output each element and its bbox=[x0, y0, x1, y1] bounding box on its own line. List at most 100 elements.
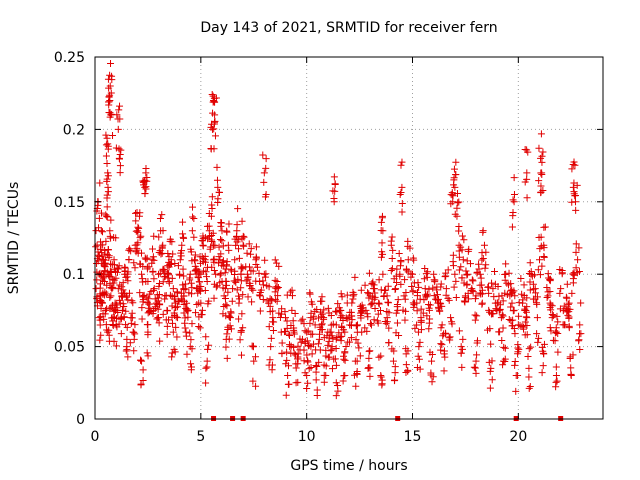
data-point bbox=[535, 233, 543, 241]
data-point bbox=[537, 189, 545, 197]
data-point bbox=[165, 279, 173, 287]
data-point bbox=[103, 134, 111, 142]
data-point bbox=[470, 363, 478, 371]
data-point bbox=[320, 378, 328, 386]
data-point bbox=[191, 257, 199, 265]
data-point bbox=[259, 281, 267, 289]
data-point bbox=[413, 307, 421, 315]
data-point bbox=[107, 216, 115, 224]
data-point bbox=[393, 319, 401, 327]
data-point bbox=[245, 240, 253, 248]
data-point bbox=[446, 333, 454, 341]
data-point bbox=[407, 270, 415, 278]
data-point bbox=[352, 336, 360, 344]
data-point bbox=[110, 313, 118, 321]
data-point bbox=[509, 322, 517, 330]
y-axis-label: SRMTID / TECUs bbox=[6, 182, 22, 295]
data-point bbox=[486, 367, 494, 375]
data-point bbox=[188, 345, 196, 353]
data-point bbox=[308, 350, 316, 358]
data-point bbox=[108, 285, 116, 293]
data-point bbox=[375, 300, 383, 308]
data-point bbox=[102, 131, 110, 139]
data-point bbox=[425, 300, 433, 308]
data-point bbox=[202, 364, 210, 372]
data-point bbox=[97, 331, 105, 339]
data-point bbox=[102, 141, 110, 149]
x-tick-label: 5 bbox=[196, 429, 205, 445]
data-point bbox=[180, 292, 188, 300]
data-point bbox=[335, 329, 343, 337]
data-point bbox=[508, 223, 516, 231]
data-point bbox=[96, 269, 104, 277]
data-point bbox=[365, 354, 373, 362]
data-point bbox=[505, 315, 513, 323]
data-point bbox=[389, 246, 397, 254]
data-point bbox=[105, 84, 113, 92]
data-point bbox=[569, 279, 577, 287]
data-point bbox=[429, 373, 437, 381]
data-point bbox=[103, 203, 111, 211]
data-point bbox=[195, 269, 203, 277]
data-point bbox=[433, 291, 441, 299]
data-point bbox=[130, 347, 138, 355]
data-point bbox=[214, 183, 222, 191]
data-point bbox=[434, 295, 442, 303]
data-point bbox=[259, 151, 267, 159]
data-point bbox=[501, 358, 509, 366]
data-point bbox=[294, 378, 302, 386]
data-point bbox=[461, 293, 469, 301]
data-point bbox=[424, 268, 432, 276]
data-point bbox=[102, 290, 110, 298]
data-point bbox=[136, 209, 144, 217]
data-point bbox=[180, 309, 188, 317]
data-point bbox=[105, 337, 113, 345]
data-point bbox=[355, 344, 363, 352]
data-point bbox=[210, 125, 218, 133]
data-point bbox=[247, 250, 255, 258]
data-point bbox=[244, 275, 252, 283]
data-point bbox=[211, 132, 219, 140]
data-point bbox=[415, 283, 423, 291]
data-point bbox=[256, 307, 264, 315]
data-point bbox=[95, 214, 103, 222]
data-point bbox=[572, 248, 580, 256]
data-point bbox=[452, 158, 460, 166]
data-point bbox=[458, 274, 466, 282]
data-point bbox=[215, 189, 223, 196]
y-tick-label: 0.05 bbox=[54, 340, 85, 356]
data-point bbox=[195, 322, 203, 330]
data-point bbox=[143, 349, 151, 357]
data-point bbox=[353, 357, 361, 365]
data-point bbox=[96, 321, 104, 329]
y-tick-label: 0.1 bbox=[63, 267, 85, 283]
data-point bbox=[397, 161, 405, 169]
data-point bbox=[177, 249, 185, 257]
data-point bbox=[366, 372, 374, 380]
data-point bbox=[142, 169, 150, 177]
data-point bbox=[473, 351, 481, 359]
data-point bbox=[509, 196, 517, 204]
data-point bbox=[482, 261, 490, 269]
data-point bbox=[217, 250, 225, 258]
data-point bbox=[447, 200, 455, 208]
data-point bbox=[255, 269, 263, 277]
data-point bbox=[155, 282, 163, 290]
data-point bbox=[413, 363, 421, 371]
data-point bbox=[187, 336, 195, 344]
data-point bbox=[197, 299, 205, 307]
data-point bbox=[441, 273, 449, 281]
data-point bbox=[467, 287, 475, 295]
data-point bbox=[420, 296, 428, 304]
data-point bbox=[127, 319, 135, 327]
data-point bbox=[327, 312, 335, 320]
data-point bbox=[387, 237, 395, 245]
data-point bbox=[164, 249, 172, 257]
data-point bbox=[99, 228, 107, 236]
data-point bbox=[201, 287, 209, 295]
data-point bbox=[463, 271, 471, 279]
data-point bbox=[565, 324, 573, 332]
data-point bbox=[255, 291, 263, 299]
data-point bbox=[569, 183, 577, 191]
data-point bbox=[271, 276, 279, 284]
